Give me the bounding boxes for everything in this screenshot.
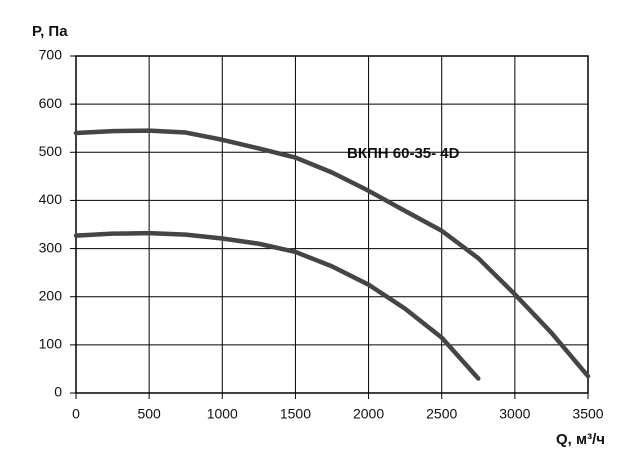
- curve: [73, 128, 591, 379]
- x-tick-label: 2000: [353, 406, 384, 422]
- x-tick-label: 1500: [280, 406, 311, 422]
- y-tick-label: 100: [39, 336, 63, 352]
- y-tick-label: 300: [39, 239, 63, 255]
- y-tick-label: 500: [39, 143, 63, 159]
- x-tick-label: 2500: [426, 406, 457, 422]
- y-tick-label: 600: [39, 95, 63, 111]
- x-tick-label: 1000: [207, 406, 238, 422]
- curve: [73, 230, 481, 381]
- x-tick-label: 3500: [572, 406, 603, 422]
- plot-border: [75, 55, 589, 394]
- y-tick-label: 700: [39, 47, 63, 63]
- x-axis-label: Q, м³/ч: [556, 431, 605, 448]
- x-tick-label: 3000: [499, 406, 530, 422]
- y-tick-label: 200: [39, 287, 63, 303]
- y-tick-label: 0: [54, 384, 62, 400]
- y-axis-label: P, Па: [32, 23, 68, 40]
- x-tick-label: 500: [137, 406, 161, 422]
- y-tick-label: 400: [39, 191, 63, 207]
- x-tick-label: 0: [72, 406, 80, 422]
- annotation: ВКПН 60-35- 4D: [347, 145, 460, 162]
